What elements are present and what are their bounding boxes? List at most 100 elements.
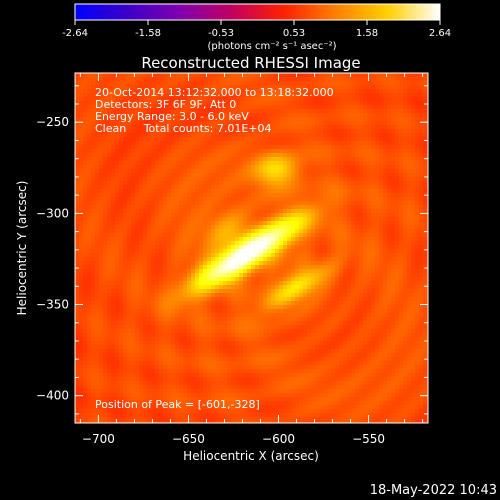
heatmap-cell: [271, 293, 276, 298]
heatmap-cell: [387, 249, 392, 254]
heatmap-cell: [319, 269, 324, 274]
heatmap-cell: [207, 125, 212, 130]
heatmap-cell: [199, 137, 204, 142]
heatmap-cell: [303, 277, 308, 282]
heatmap-cell: [295, 197, 300, 202]
heatmap-cell: [371, 125, 376, 130]
heatmap-cell: [363, 245, 368, 250]
heatmap-cell: [179, 257, 184, 262]
heatmap-cell: [319, 125, 324, 130]
heatmap-cell: [223, 293, 228, 298]
heatmap-cell: [319, 97, 324, 102]
heatmap-cell: [127, 257, 132, 262]
heatmap-cell: [107, 121, 112, 126]
heatmap-cell: [363, 145, 368, 150]
heatmap-cell: [267, 181, 272, 186]
heatmap-cell: [115, 141, 120, 146]
heatmap-cell: [267, 137, 272, 142]
heatmap-cell: [287, 173, 292, 178]
heatmap-cell: [331, 141, 336, 146]
heatmap-cell: [419, 77, 424, 82]
heatmap-cell: [227, 109, 232, 114]
heatmap-cell: [415, 173, 420, 178]
heatmap-cell: [187, 177, 192, 182]
heatmap-cell: [203, 141, 208, 146]
heatmap-cell: [327, 233, 332, 238]
heatmap-cell: [291, 257, 296, 262]
heatmap-cell: [131, 245, 136, 250]
heatmap-cell: [335, 77, 340, 82]
heatmap-cell: [175, 233, 180, 238]
heatmap-cell: [291, 165, 296, 170]
heatmap-cell: [243, 217, 248, 222]
heatmap-cell: [279, 125, 284, 130]
heatmap-cell: [399, 237, 404, 242]
heatmap-cell: [167, 73, 172, 78]
heatmap-cell: [415, 149, 420, 154]
heatmap-cell: [263, 289, 268, 294]
heatmap-cell: [127, 117, 132, 122]
heatmap-cell: [283, 285, 288, 290]
heatmap-cell: [355, 249, 360, 254]
heatmap-cell: [303, 109, 308, 114]
heatmap-cell: [387, 125, 392, 130]
heatmap-cell: [231, 181, 236, 186]
heatmap-cell: [363, 205, 368, 210]
heatmap-cell: [239, 285, 244, 290]
heatmap-cell: [211, 161, 216, 166]
heatmap-cell: [183, 93, 188, 98]
heatmap-cell: [95, 229, 100, 234]
heatmap-cell: [163, 93, 168, 98]
heatmap-cell: [347, 141, 352, 146]
heatmap-cell: [187, 185, 192, 190]
heatmap-cell: [315, 177, 320, 182]
heatmap-cell: [311, 81, 316, 86]
heatmap-cell: [399, 97, 404, 102]
heatmap-cell: [255, 253, 260, 258]
heatmap-cell: [395, 109, 400, 114]
heatmap-cell: [211, 289, 216, 294]
heatmap-cell: [283, 169, 288, 174]
heatmap-cell: [111, 257, 116, 262]
heatmap-cell: [139, 213, 144, 218]
heatmap-cell: [331, 237, 336, 242]
heatmap-cell: [143, 109, 148, 114]
heatmap-cell: [211, 121, 216, 126]
heatmap-cell: [359, 133, 364, 138]
heatmap-cell: [231, 193, 236, 198]
heatmap-cell: [359, 161, 364, 166]
heatmap-cell: [363, 209, 368, 214]
heatmap-cell: [115, 281, 120, 286]
heatmap-cell: [423, 93, 428, 98]
heatmap-cell: [411, 173, 416, 178]
heatmap-cell: [383, 145, 388, 150]
heatmap-cell: [279, 197, 284, 202]
heatmap-cell: [387, 165, 392, 170]
heatmap-cell: [187, 201, 192, 206]
heatmap-cell: [191, 289, 196, 294]
heatmap-cell: [123, 93, 128, 98]
heatmap-cell: [227, 229, 232, 234]
heatmap-cell: [339, 241, 344, 246]
heatmap-cell: [147, 105, 152, 110]
heatmap-cell: [411, 237, 416, 242]
heatmap-cell: [163, 105, 168, 110]
heatmap-cell: [403, 101, 408, 106]
heatmap-cell: [115, 181, 120, 186]
heatmap-cell: [115, 209, 120, 214]
heatmap-cell: [287, 217, 292, 222]
heatmap-cell: [319, 285, 324, 290]
heatmap-cell: [123, 97, 128, 102]
heatmap-cell: [87, 177, 92, 182]
heatmap-cell: [75, 169, 80, 174]
heatmap-cell: [131, 73, 136, 78]
heatmap-cell: [95, 253, 100, 258]
heatmap-cell: [327, 85, 332, 90]
heatmap-cell: [339, 201, 344, 206]
heatmap-cell: [115, 157, 120, 162]
heatmap-cell: [347, 117, 352, 122]
heatmap-cell: [183, 253, 188, 258]
heatmap-cell: [143, 277, 148, 282]
heatmap-cell: [119, 117, 124, 122]
heatmap-cell: [403, 201, 408, 206]
